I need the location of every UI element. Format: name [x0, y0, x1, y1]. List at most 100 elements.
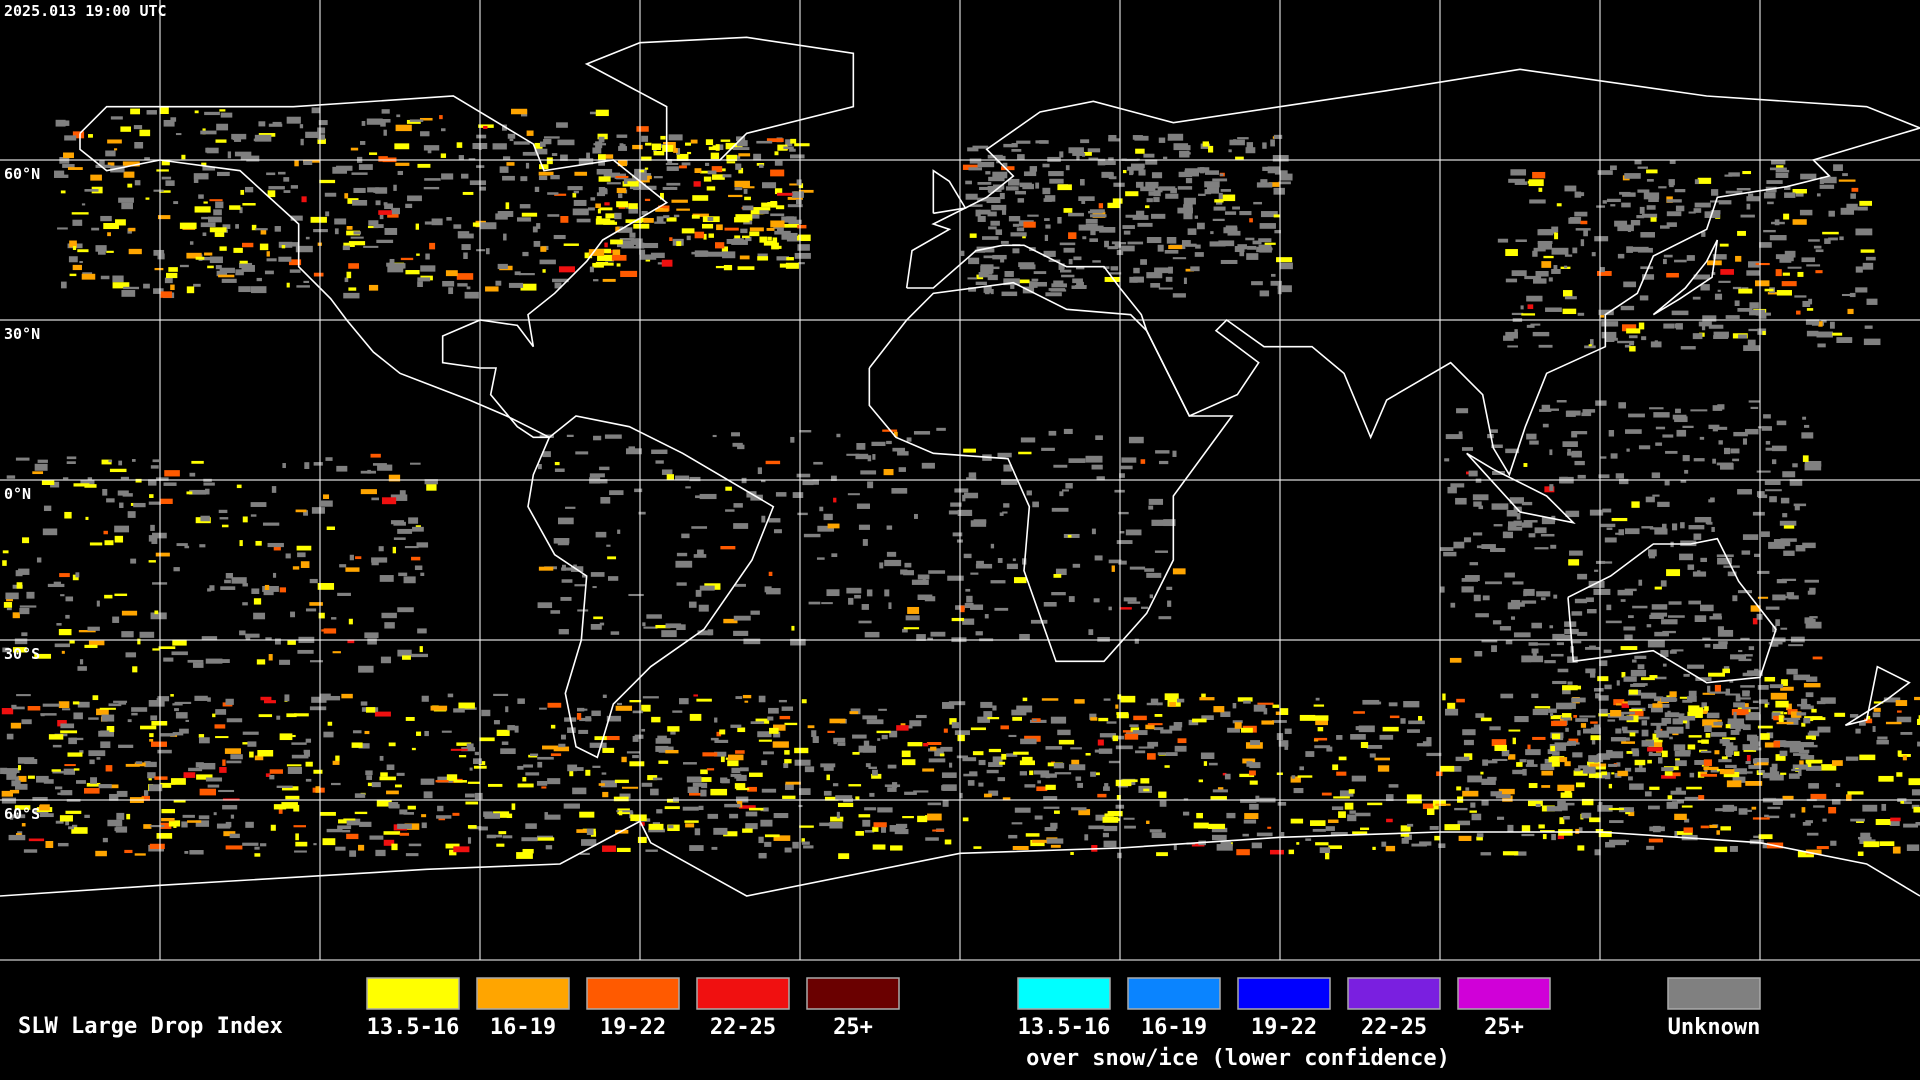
cloud-pixel [666, 474, 675, 481]
cloud-pixel [774, 230, 791, 235]
cloud-pixel [1733, 702, 1745, 708]
cloud-pixel [100, 730, 110, 733]
cloud-pixel [1631, 501, 1640, 508]
cloud-pixel [902, 628, 908, 633]
cloud-pixel [1779, 520, 1797, 526]
cloud-pixel [511, 803, 516, 810]
cloud-pixel [1532, 708, 1549, 716]
cloud-pixel [1006, 563, 1018, 570]
cloud-pixel [1754, 757, 1769, 764]
cloud-pixel [1480, 717, 1492, 722]
cloud-pixel [253, 612, 266, 620]
cloud-pixel [381, 109, 390, 114]
cloud-pixel [1051, 507, 1069, 512]
cloud-pixel [1090, 214, 1107, 218]
cloud-pixel [1622, 192, 1636, 197]
cloud-pixel [1274, 170, 1288, 175]
cloud-pixel [625, 448, 642, 455]
cloud-pixel [292, 566, 300, 570]
cloud-pixel [424, 221, 432, 225]
cloud-pixel [1713, 643, 1728, 649]
cloud-pixel [1014, 807, 1031, 813]
cloud-pixel [1649, 751, 1653, 755]
cloud-pixel [676, 208, 690, 211]
cloud-pixel [730, 773, 742, 777]
cloud-pixel [673, 214, 680, 218]
cloud-pixel [573, 199, 587, 206]
cloud-pixel [168, 267, 178, 272]
cloud-pixel [1026, 490, 1032, 496]
cloud-pixel [1528, 533, 1536, 538]
cloud-pixel [1855, 728, 1861, 734]
cloud-pixel [1557, 668, 1569, 673]
cloud-pixel [15, 570, 23, 577]
cloud-pixel [889, 730, 898, 738]
cloud-pixel [558, 266, 575, 273]
cloud-pixel [641, 728, 646, 732]
cloud-pixel [1786, 668, 1798, 675]
cloud-pixel [1366, 745, 1383, 749]
cloud-pixel [1806, 765, 1822, 771]
cloud-pixel [1682, 425, 1694, 429]
cloud-pixel [579, 717, 592, 722]
cloud-pixel [790, 638, 806, 646]
cloud-pixel [161, 817, 175, 822]
cloud-pixel [1108, 157, 1114, 161]
cloud-pixel [381, 497, 397, 505]
cloud-pixel [1115, 779, 1132, 787]
cloud-pixel [495, 213, 508, 220]
cloud-pixel [539, 259, 556, 265]
cloud-pixel [1748, 261, 1760, 268]
cloud-pixel [1715, 808, 1729, 812]
cloud-pixel [1572, 752, 1583, 758]
cloud-pixel [1541, 770, 1553, 776]
cloud-pixel [134, 853, 146, 856]
cloud-pixel [426, 484, 437, 491]
cloud-pixel [1725, 764, 1737, 769]
cloud-pixel [238, 286, 251, 293]
cloud-pixel [1507, 602, 1521, 610]
cloud-pixel [1712, 613, 1722, 618]
cloud-pixel [632, 736, 639, 742]
cloud-pixel [410, 462, 421, 465]
cloud-pixel [813, 461, 823, 465]
cloud-pixel [1537, 243, 1553, 250]
cloud-pixel [58, 701, 70, 709]
cloud-pixel [372, 463, 387, 466]
cloud-pixel [1680, 479, 1687, 483]
cloud-pixel [1117, 694, 1122, 700]
cloud-pixel [242, 842, 259, 846]
cloud-pixel [112, 275, 124, 283]
cloud-pixel [598, 189, 608, 195]
cloud-pixel [1128, 436, 1144, 444]
cloud-pixel [325, 211, 330, 217]
cloud-pixel [594, 736, 607, 741]
cloud-pixel [1769, 774, 1784, 781]
cloud-pixel [988, 748, 1001, 753]
cloud-pixel [88, 640, 105, 646]
cloud-pixel [113, 700, 128, 703]
cloud-pixel [1118, 560, 1127, 565]
cloud-pixel [1776, 290, 1792, 296]
cloud-pixel [963, 553, 972, 559]
cloud-pixel [1758, 314, 1767, 319]
cloud-pixel [268, 186, 285, 190]
cloud-pixel [1817, 343, 1826, 348]
cloud-pixel [836, 811, 840, 819]
cloud-pixel [369, 152, 378, 155]
cloud-pixel [719, 729, 726, 735]
cloud-pixel [979, 209, 991, 215]
cloud-pixel [956, 755, 968, 759]
cloud-pixel [967, 780, 975, 786]
cloud-pixel [1097, 158, 1106, 166]
cloud-pixel [326, 828, 343, 833]
cloud-pixel [1492, 758, 1508, 761]
cloud-pixel [835, 795, 853, 800]
cloud-pixel [1915, 821, 1920, 826]
cloud-pixel [1564, 761, 1571, 767]
cloud-pixel [1445, 434, 1463, 440]
cloud-pixel [1708, 424, 1720, 429]
cloud-pixel [783, 146, 794, 150]
cloud-pixel [1099, 733, 1117, 738]
cloud-pixel [417, 281, 423, 287]
